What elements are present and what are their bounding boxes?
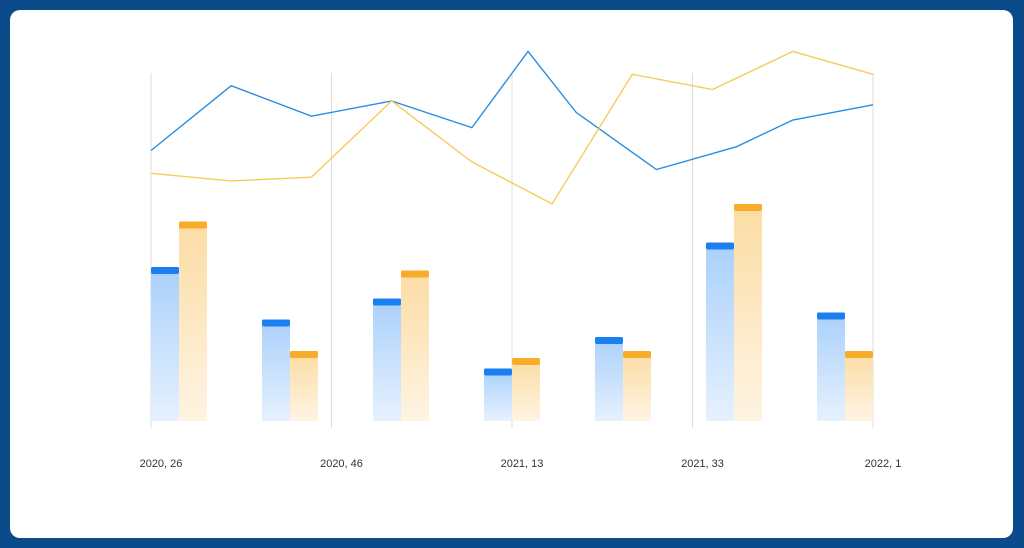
bar-cap bbox=[512, 358, 540, 365]
bar bbox=[401, 270, 429, 421]
bar bbox=[151, 267, 179, 421]
bar bbox=[623, 351, 651, 421]
bar-cap bbox=[179, 221, 207, 229]
bar-cap bbox=[734, 204, 762, 211]
bar-cap bbox=[151, 267, 179, 274]
line bbox=[150, 50, 874, 205]
bar bbox=[373, 298, 401, 421]
bar-cap bbox=[595, 337, 623, 344]
bar bbox=[845, 351, 873, 421]
bar bbox=[290, 351, 318, 421]
line bbox=[150, 50, 874, 171]
x-tick-label: 2022, 1 bbox=[865, 458, 902, 470]
bar bbox=[706, 242, 734, 421]
bar bbox=[262, 319, 290, 421]
x-tick-label: 2021, 13 bbox=[501, 458, 544, 470]
bar bbox=[512, 358, 540, 421]
bar-cap bbox=[845, 351, 873, 358]
bar-cap bbox=[817, 312, 845, 320]
bar-cap bbox=[706, 242, 734, 250]
x-tick-label: 2020, 26 bbox=[140, 458, 183, 470]
bar-cap bbox=[290, 351, 318, 358]
bar bbox=[179, 221, 207, 421]
bar-cap bbox=[373, 298, 401, 306]
bar-cap bbox=[484, 368, 512, 376]
x-tick-label: 2021, 33 bbox=[681, 458, 724, 470]
bar-cap bbox=[623, 351, 651, 358]
bar bbox=[595, 337, 623, 421]
bar bbox=[817, 312, 845, 421]
bar bbox=[734, 204, 762, 421]
bar bbox=[484, 368, 512, 421]
x-tick-label: 2020, 46 bbox=[320, 458, 363, 470]
bar-cap bbox=[262, 319, 290, 327]
bar-cap bbox=[401, 270, 429, 278]
